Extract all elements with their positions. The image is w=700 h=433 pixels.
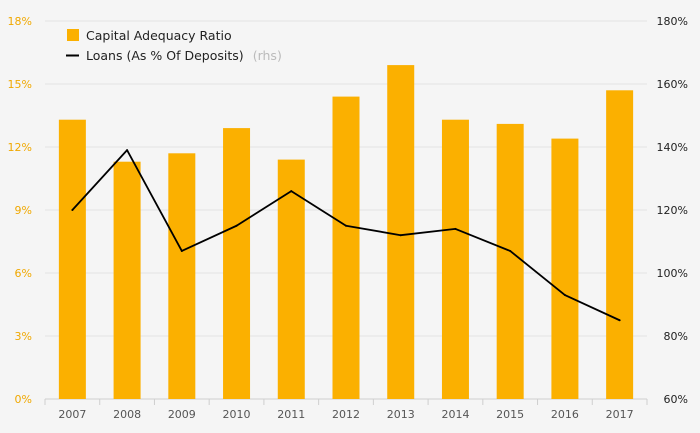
legend-swatch-bar [67, 29, 79, 41]
left-tick-label: 9% [15, 204, 32, 217]
left-tick-label: 18% [8, 15, 32, 28]
x-axis: 2007 2008 2009 2010 2011 2012 2013 2014 2015 2016… [44, 399, 648, 421]
bar [387, 65, 415, 399]
right-tick-label: 100% [657, 267, 688, 280]
right-tick-label: 60% [664, 393, 688, 406]
x-tick-label: 2016 [551, 408, 579, 421]
x-tick-label: 2017 [606, 408, 634, 421]
right-axis: 60% 80% 100% 120% 140% 160% 180% [657, 15, 688, 406]
x-tick-label: 2014 [441, 408, 469, 421]
line-point [509, 249, 512, 252]
line-point [290, 190, 293, 193]
left-tick-label: 12% [8, 141, 32, 154]
line-point [563, 294, 566, 297]
bar [58, 119, 86, 399]
bar [277, 159, 305, 399]
x-tick-label: 2007 [58, 408, 86, 421]
legend-label-line-group: Loans (As % Of Deposits) (rhs) [86, 45, 282, 64]
line-point [345, 224, 347, 227]
bar [332, 96, 360, 399]
bar [551, 138, 579, 399]
bar [168, 153, 196, 399]
left-tick-label: 15% [8, 78, 32, 91]
right-tick-label: 180% [657, 15, 688, 28]
bar [113, 161, 141, 399]
line-point [235, 224, 238, 227]
right-tick-label: 120% [657, 204, 688, 217]
x-tick-label: 2012 [332, 408, 360, 421]
x-tick-label: 2011 [277, 408, 305, 421]
x-tick-label: 2013 [387, 408, 415, 421]
line-point [618, 319, 621, 322]
bar [441, 119, 469, 399]
legend: Capital Adequacy Ratio Loans (As % Of De… [66, 28, 282, 64]
line-point [71, 209, 74, 211]
line-series [71, 149, 621, 322]
line-point [399, 234, 402, 237]
left-tick-label: 3% [15, 330, 32, 343]
right-tick-label: 160% [657, 78, 688, 91]
line-point [180, 249, 183, 252]
legend-label-line-suffix: (rhs) [253, 48, 282, 63]
left-tick-label: 0% [15, 393, 32, 406]
right-tick-label: 80% [664, 330, 688, 343]
bar [496, 123, 524, 400]
line-point [126, 149, 129, 152]
left-axis: 0% 3% 6% 9% 12% 15% 18% [8, 15, 32, 406]
bar [606, 90, 634, 400]
line-point [454, 227, 457, 230]
x-tick-label: 2008 [113, 408, 141, 421]
legend-label-bar: Capital Adequacy Ratio [86, 28, 232, 43]
x-tick-label: 2009 [168, 408, 196, 421]
legend-label-line: Loans (As % Of Deposits) [86, 48, 244, 63]
x-tick-label: 2010 [223, 408, 251, 421]
right-tick-label: 140% [657, 141, 688, 154]
x-tick-label: 2015 [496, 408, 524, 421]
left-tick-label: 6% [15, 267, 32, 280]
bar [223, 128, 251, 399]
bar-series [58, 65, 634, 400]
